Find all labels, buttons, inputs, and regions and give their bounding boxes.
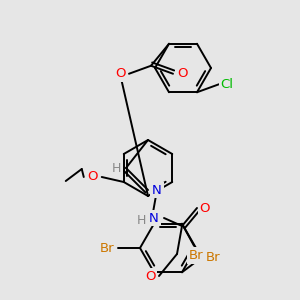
Text: Cl: Cl xyxy=(220,78,233,91)
Text: O: O xyxy=(115,67,125,80)
Text: Br: Br xyxy=(100,242,114,254)
Text: N: N xyxy=(149,212,159,224)
Text: Br: Br xyxy=(189,249,203,262)
Text: Br: Br xyxy=(206,251,220,264)
Text: O: O xyxy=(88,170,98,184)
Text: O: O xyxy=(200,202,210,214)
Text: O: O xyxy=(145,269,155,283)
Text: H: H xyxy=(111,161,121,175)
Text: O: O xyxy=(177,67,187,80)
Text: N: N xyxy=(152,184,162,196)
Text: H: H xyxy=(136,214,146,227)
